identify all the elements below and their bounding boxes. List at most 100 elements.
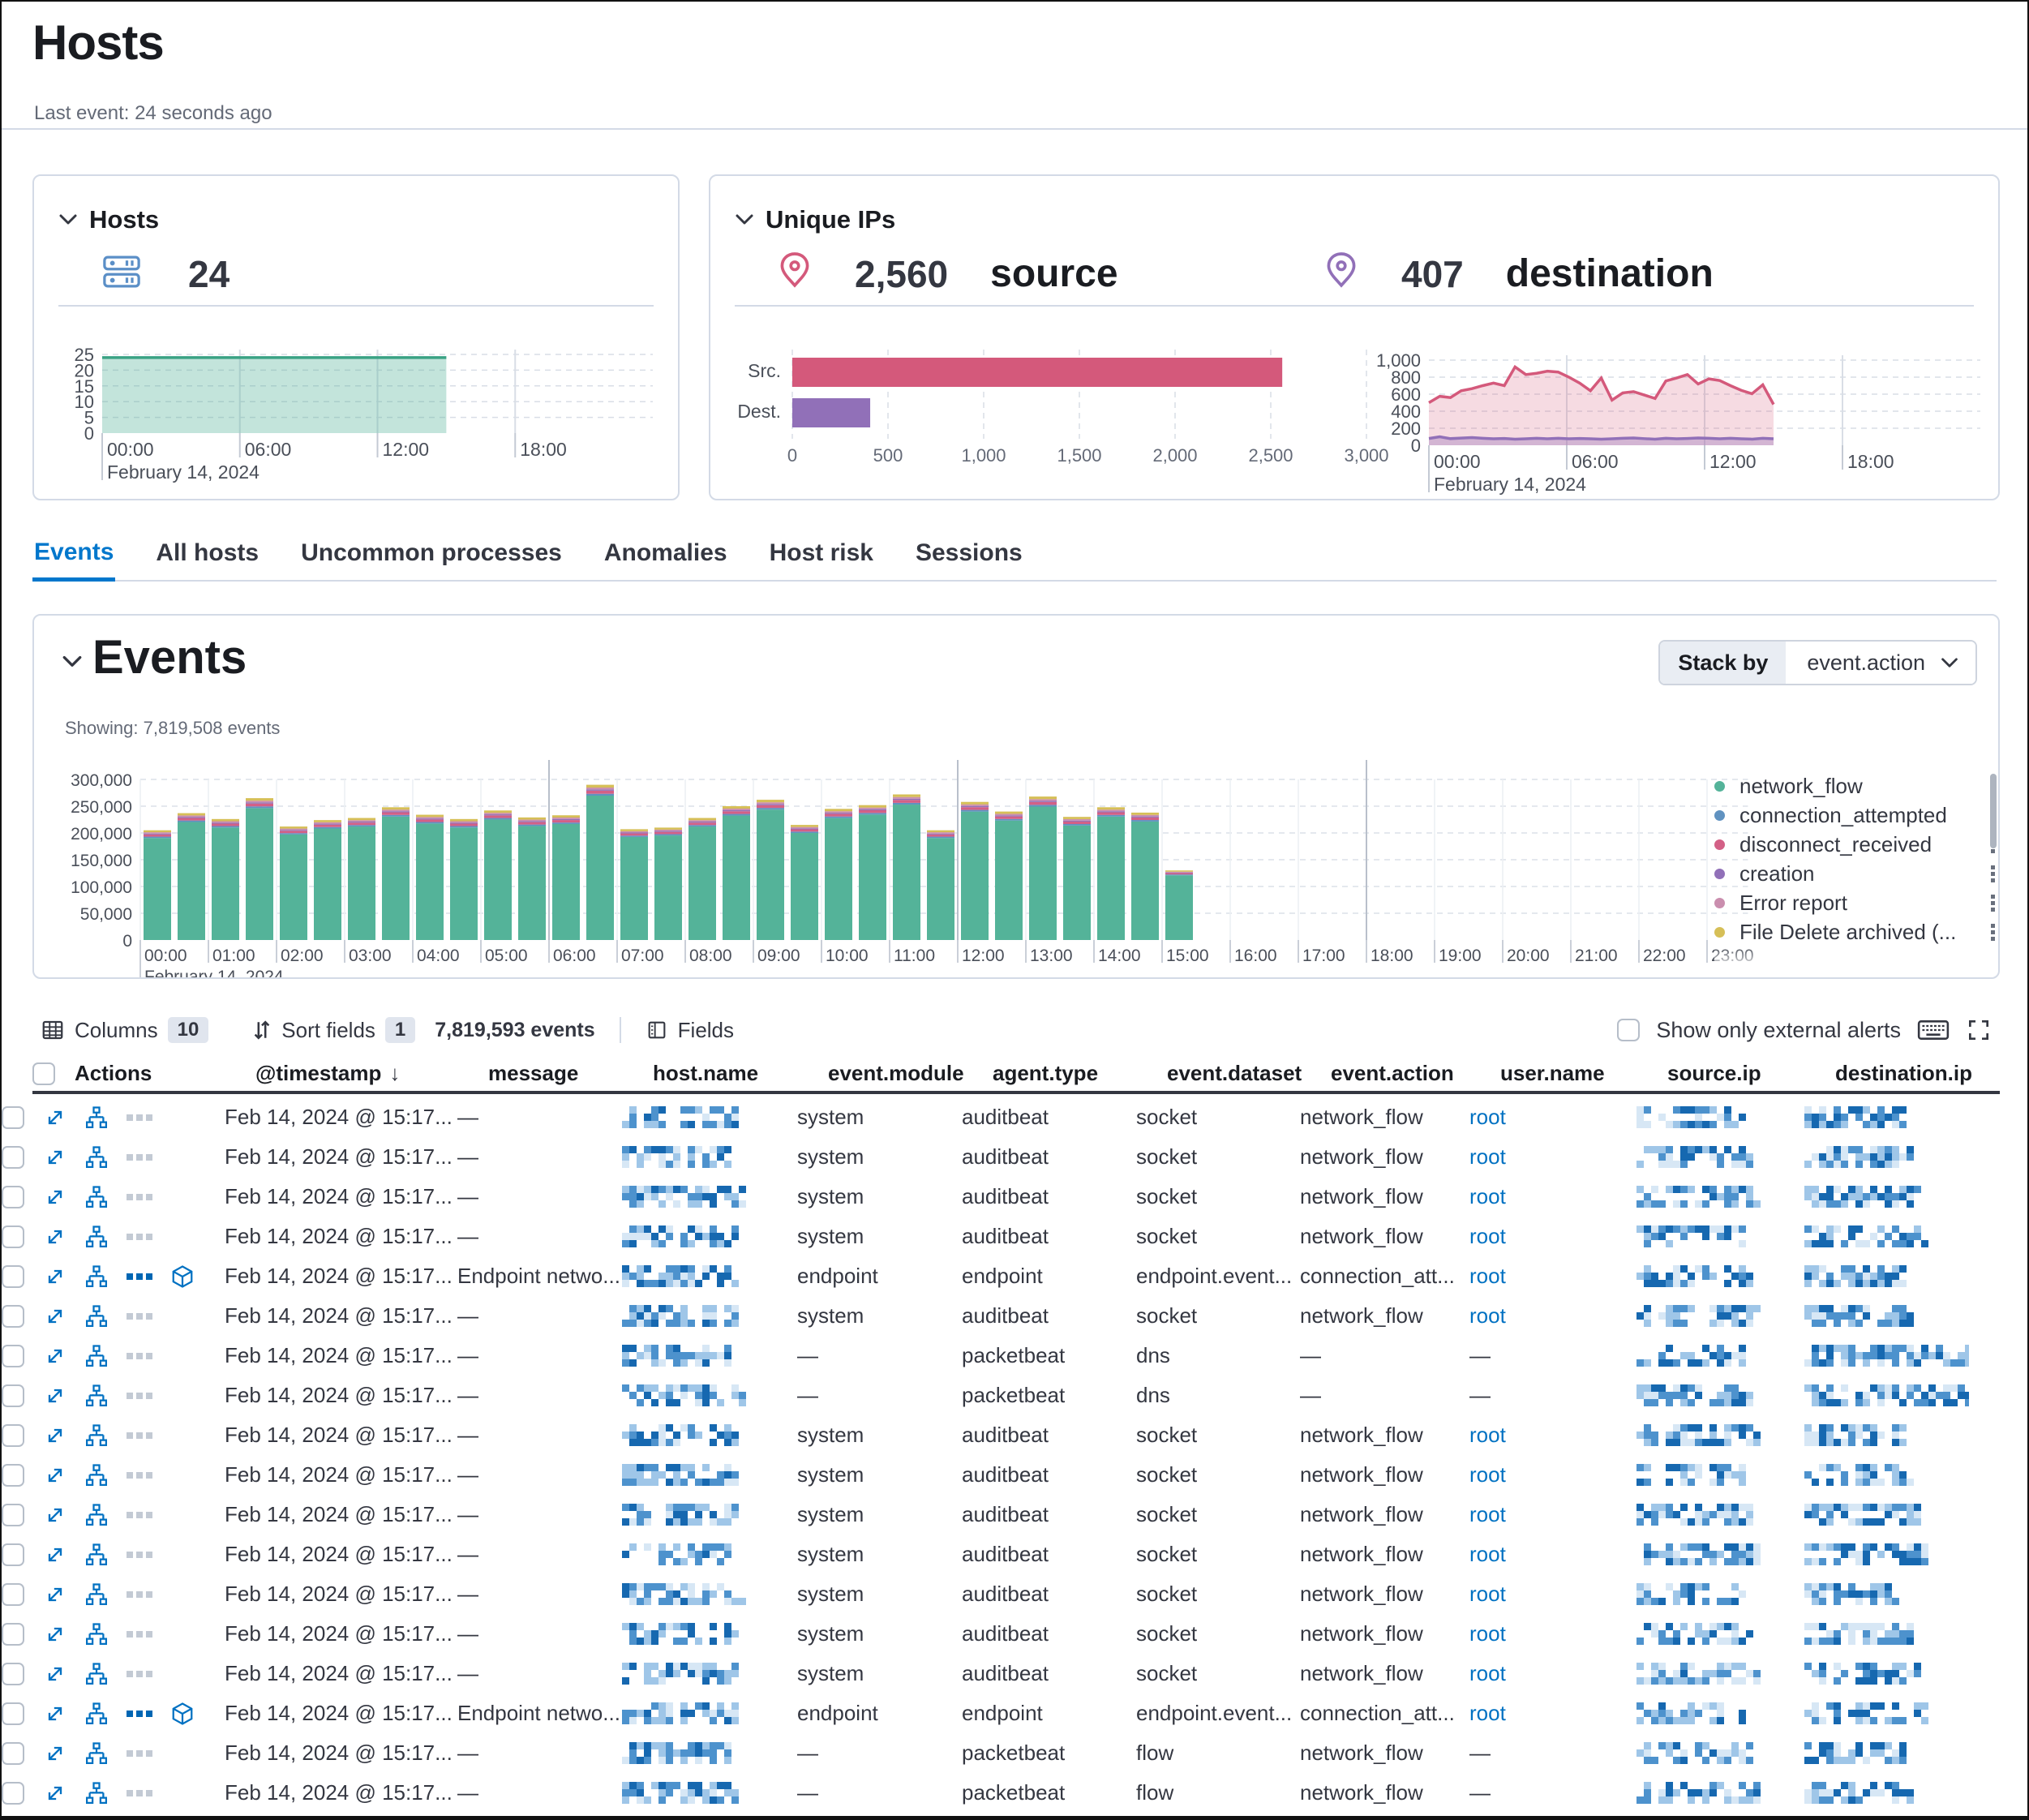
destination-ip-redacted[interactable] xyxy=(1804,1583,1911,1605)
user-name-cell[interactable]: root xyxy=(1469,1264,1636,1289)
more-actions-icon[interactable] xyxy=(127,1313,152,1320)
analyze-event-icon[interactable] xyxy=(84,1423,109,1448)
user-name-cell[interactable]: root xyxy=(1469,1462,1636,1487)
analyze-event-icon[interactable] xyxy=(84,1503,109,1527)
expand-event-icon[interactable] xyxy=(44,1543,66,1566)
row-checkbox[interactable] xyxy=(2,1305,24,1328)
host-name-redacted[interactable] xyxy=(622,1782,752,1804)
analyze-event-icon[interactable] xyxy=(84,1225,109,1249)
expand-event-icon[interactable] xyxy=(44,1265,66,1288)
column-header-sourceip[interactable]: source.ip xyxy=(1667,1061,1835,1086)
column-header-eventmodule[interactable]: event.module xyxy=(828,1061,993,1086)
expand-event-icon[interactable] xyxy=(44,1305,66,1328)
analyze-event-icon[interactable] xyxy=(84,1384,109,1408)
host-name-redacted[interactable] xyxy=(622,1583,752,1605)
source-ip-redacted[interactable] xyxy=(1636,1146,1756,1168)
expand-event-icon[interactable] xyxy=(44,1583,66,1606)
user-name-cell[interactable]: root xyxy=(1469,1661,1636,1686)
tab-uncommon-processes[interactable]: Uncommon processes xyxy=(299,539,564,580)
expand-event-icon[interactable] xyxy=(44,1186,66,1208)
analyze-event-icon[interactable] xyxy=(84,1145,109,1170)
source-ip-redacted[interactable] xyxy=(1636,1345,1748,1367)
destination-ip-redacted[interactable] xyxy=(1804,1504,1926,1526)
row-checkbox[interactable] xyxy=(2,1345,24,1367)
keyboard-shortcuts-icon[interactable] xyxy=(1917,1018,1950,1042)
source-ip-redacted[interactable] xyxy=(1636,1623,1756,1645)
user-name-cell[interactable]: root xyxy=(1469,1423,1636,1448)
expand-event-icon[interactable] xyxy=(44,1146,66,1169)
destination-ip-redacted[interactable] xyxy=(1804,1782,1919,1804)
column-header-timestamp[interactable]: @timestamp↓ xyxy=(255,1061,488,1086)
destination-ip-redacted[interactable] xyxy=(1804,1663,1926,1685)
source-ip-redacted[interactable] xyxy=(1636,1702,1748,1724)
user-name-cell[interactable]: root xyxy=(1469,1621,1636,1646)
tab-host-risk[interactable]: Host risk xyxy=(768,539,875,580)
row-checkbox[interactable] xyxy=(2,1464,24,1487)
more-actions-icon[interactable] xyxy=(127,1114,152,1121)
select-all-checkbox[interactable] xyxy=(32,1062,55,1085)
expand-event-icon[interactable] xyxy=(44,1225,66,1248)
host-name-redacted[interactable] xyxy=(622,1265,745,1287)
endpoint-package-icon[interactable] xyxy=(170,1264,195,1289)
destination-ip-redacted[interactable] xyxy=(1804,1305,1919,1327)
host-name-redacted[interactable] xyxy=(622,1225,740,1247)
user-name-cell[interactable]: root xyxy=(1469,1582,1636,1607)
host-name-redacted[interactable] xyxy=(622,1106,744,1128)
row-checkbox[interactable] xyxy=(2,1265,24,1288)
analyze-event-icon[interactable] xyxy=(84,1781,109,1805)
user-name-cell[interactable]: root xyxy=(1469,1303,1636,1329)
fullscreen-icon[interactable] xyxy=(1966,1017,1992,1043)
expand-event-icon[interactable] xyxy=(44,1742,66,1765)
destination-ip-redacted[interactable] xyxy=(1804,1345,1969,1367)
user-name-cell[interactable]: root xyxy=(1469,1701,1636,1726)
tab-anomalies[interactable]: Anomalies xyxy=(603,539,729,580)
row-checkbox[interactable] xyxy=(2,1543,24,1566)
row-checkbox[interactable] xyxy=(2,1384,24,1407)
row-checkbox[interactable] xyxy=(2,1702,24,1725)
legend-item-creation[interactable]: creation xyxy=(1714,859,1995,888)
user-name-cell[interactable]: root xyxy=(1469,1144,1636,1170)
destination-ip-redacted[interactable] xyxy=(1804,1265,1911,1287)
legend-item-network-flow[interactable]: network_flow xyxy=(1714,771,1995,801)
host-name-redacted[interactable] xyxy=(622,1424,740,1446)
source-ip-redacted[interactable] xyxy=(1636,1583,1748,1605)
endpoint-package-icon[interactable] xyxy=(170,1702,195,1726)
analyze-event-icon[interactable] xyxy=(84,1582,109,1607)
row-checkbox[interactable] xyxy=(2,1186,24,1208)
host-name-redacted[interactable] xyxy=(622,1146,734,1168)
legend-more-actions-icon[interactable] xyxy=(1991,895,1995,912)
row-checkbox[interactable] xyxy=(2,1424,24,1447)
fields-button[interactable]: Fields xyxy=(646,1018,734,1043)
expand-event-icon[interactable] xyxy=(44,1345,66,1367)
more-actions-icon[interactable] xyxy=(127,1432,152,1439)
legend-more-actions-icon[interactable] xyxy=(1991,865,1995,882)
more-actions-icon[interactable] xyxy=(127,1591,152,1598)
more-actions-icon[interactable] xyxy=(127,1353,152,1359)
host-name-redacted[interactable] xyxy=(622,1742,734,1764)
source-ip-redacted[interactable] xyxy=(1636,1663,1763,1685)
legend-scrollbar[interactable] xyxy=(1990,774,1997,848)
destination-ip-redacted[interactable] xyxy=(1804,1464,1919,1486)
host-name-redacted[interactable] xyxy=(622,1384,752,1406)
collapse-chevron-icon[interactable] xyxy=(62,655,83,669)
stack-by-select[interactable]: Stack by event.action xyxy=(1658,640,1977,685)
row-checkbox[interactable] xyxy=(2,1583,24,1606)
row-checkbox[interactable] xyxy=(2,1742,24,1765)
more-actions-icon[interactable] xyxy=(127,1393,152,1399)
host-name-redacted[interactable] xyxy=(622,1345,734,1367)
column-header-destinationip[interactable]: destination.ip xyxy=(1835,1061,2000,1086)
collapse-chevron-icon[interactable] xyxy=(735,213,754,226)
analyze-event-icon[interactable] xyxy=(84,1662,109,1686)
source-ip-redacted[interactable] xyxy=(1636,1384,1756,1406)
more-actions-icon[interactable] xyxy=(127,1472,152,1479)
expand-event-icon[interactable] xyxy=(44,1702,66,1725)
column-header-hostname[interactable]: host.name xyxy=(653,1061,828,1086)
user-name-cell[interactable]: root xyxy=(1469,1105,1636,1130)
host-name-redacted[interactable] xyxy=(622,1543,734,1565)
legend-item-file-delete-archived-[interactable]: File Delete archived (... xyxy=(1714,917,1995,946)
more-actions-icon[interactable] xyxy=(127,1631,152,1638)
more-actions-icon[interactable] xyxy=(127,1154,152,1161)
row-checkbox[interactable] xyxy=(2,1225,24,1248)
legend-more-actions-icon[interactable] xyxy=(1991,924,1995,941)
analyze-event-icon[interactable] xyxy=(84,1344,109,1368)
